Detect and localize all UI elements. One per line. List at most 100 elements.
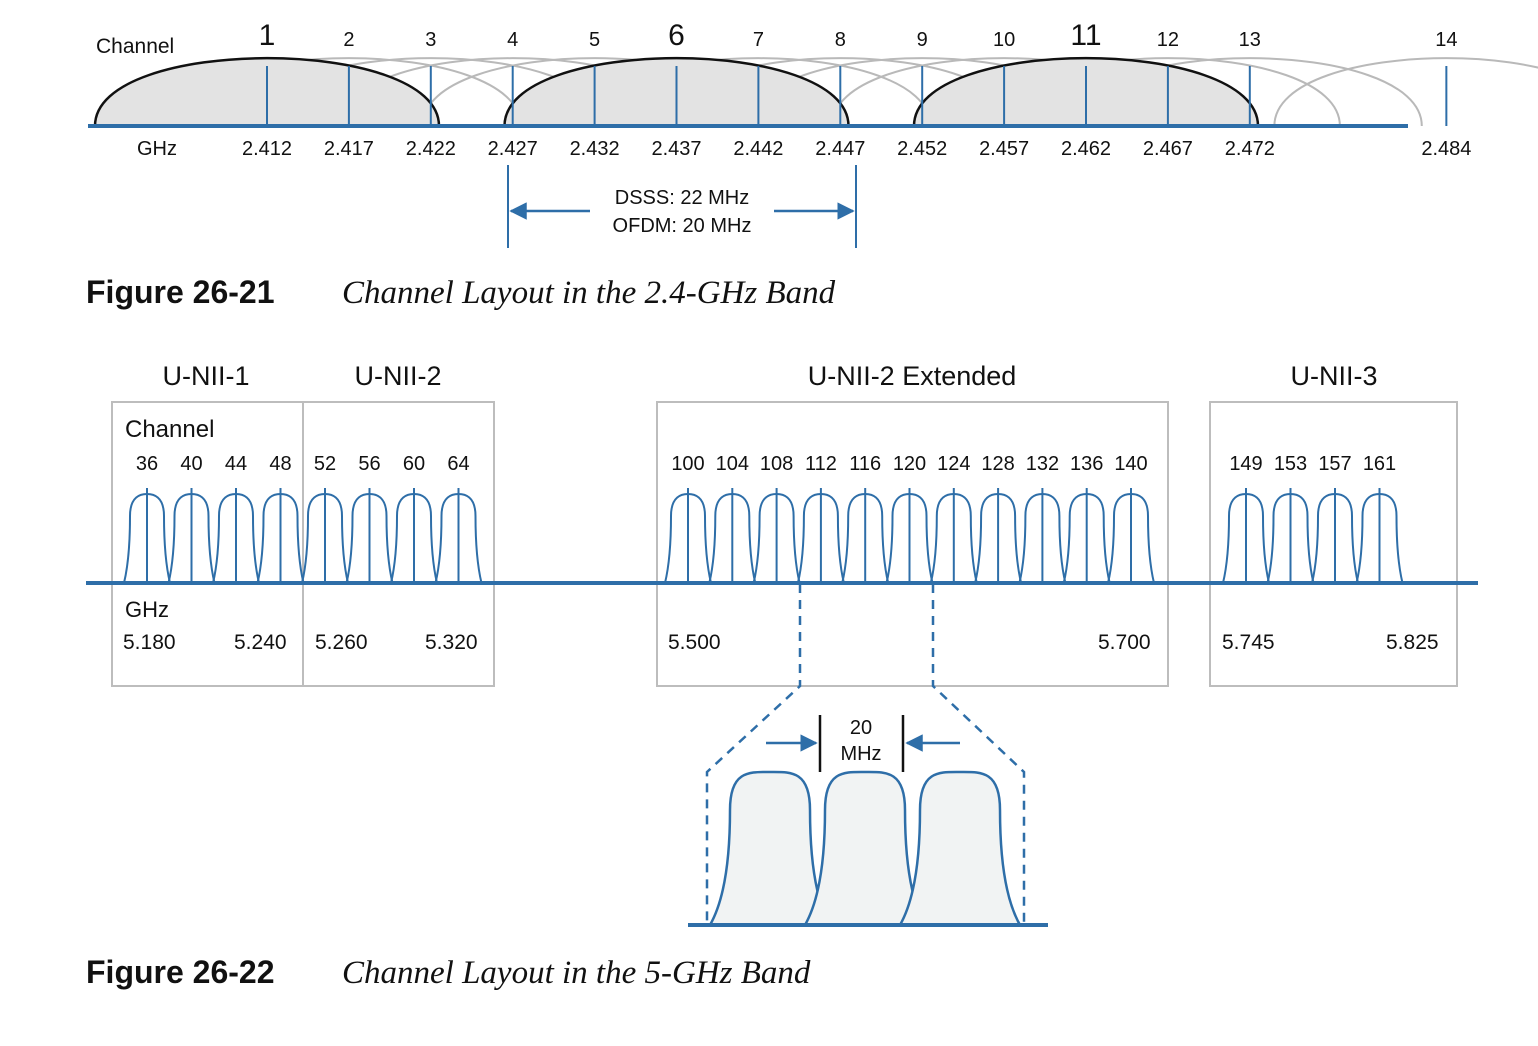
channel-1-number: 1 — [259, 19, 276, 52]
inset-pulse-center — [802, 770, 928, 927]
channel-number-labels: 36 40 44 48 52 56 60 64 100 104 108 112 116 120 124 128… — [136, 453, 1396, 475]
ghz-axis-label: GHz — [137, 138, 177, 160]
band-box-u-nii-3 — [1209, 401, 1458, 687]
band-name-u-nii-3: U-NII-3 — [1291, 361, 1378, 391]
ofdm-width-label: OFDM: 20 MHz — [613, 215, 752, 237]
freq-start-u-nii-3: 5.745 — [1222, 631, 1275, 654]
channel-108-number: 108 — [760, 453, 793, 475]
channel-161-number: 161 — [1363, 453, 1396, 475]
channel-10-number: 10 — [993, 29, 1015, 51]
channel-2-frequency: 2.417 — [324, 138, 374, 160]
channel-axis-label: Channel — [96, 35, 174, 58]
channel-3-frequency: 2.422 — [406, 138, 456, 160]
channel-112-number: 112 — [805, 453, 837, 475]
channel-9-frequency: 2.452 — [897, 138, 947, 160]
channel-row-label: Channel — [125, 416, 214, 443]
channel-1-frequency: 2.412 — [242, 138, 292, 160]
channel-56-pulse — [345, 488, 394, 584]
freq-end-u-nii-2: 5.320 — [425, 631, 478, 654]
channel-36-pulse — [123, 488, 171, 584]
channel-120-pulse — [885, 488, 934, 584]
channel-7-frequency: 2.442 — [733, 138, 783, 160]
dsss-width-label: DSSS: 22 MHz — [615, 187, 749, 209]
channel-5-frequency: 2.432 — [570, 138, 620, 160]
channel-width-inset: 20 MHz — [688, 715, 1048, 927]
channel-3-number: 3 — [425, 29, 436, 51]
channel-161-pulse — [1355, 488, 1404, 584]
channel-8-number: 8 — [835, 29, 846, 51]
channel-12-number: 12 — [1157, 29, 1179, 51]
channel-40-number: 40 — [180, 453, 202, 475]
channel-40-pulse — [167, 488, 216, 584]
channel-104-pulse — [708, 488, 757, 584]
channel-153-number: 153 — [1274, 453, 1307, 475]
channel-48-number: 48 — [269, 453, 291, 475]
freq-start-u-nii-1: 5.180 — [123, 631, 176, 654]
channel-9-number: 9 — [917, 29, 928, 51]
zoom-callout-lines — [705, 584, 1026, 922]
freq-start-u-nii-2: 5.260 — [315, 631, 368, 654]
channel-13-number: 13 — [1239, 29, 1261, 51]
channel-13-frequency: 2.472 — [1225, 138, 1275, 160]
channel-124-pulse — [929, 488, 978, 584]
channel-6-frequency: 2.437 — [651, 138, 701, 160]
channel-11-frequency: 2.462 — [1061, 138, 1111, 160]
channel-14-frequency: 2.484 — [1421, 138, 1471, 160]
channel-128-number: 128 — [981, 453, 1014, 475]
channel-136-pulse — [1062, 488, 1111, 584]
channel-60-pulse — [390, 488, 438, 584]
channel-120-number: 120 — [893, 453, 926, 475]
channel-140-number: 140 — [1114, 453, 1147, 475]
inset-width-unit: MHz — [840, 743, 881, 765]
channel-44-pulse — [212, 488, 260, 584]
channel-100-pulse — [664, 488, 712, 584]
inset-pulse-right — [897, 770, 1023, 927]
band-name-u-nii-2-extended: U-NII-2 Extended — [808, 361, 1017, 391]
channel-136-number: 136 — [1070, 453, 1103, 475]
channel-100-number: 100 — [671, 453, 704, 475]
channel-149-number: 149 — [1229, 453, 1262, 475]
channel-4-frequency: 2.427 — [488, 138, 538, 160]
band-box-u-nii-2-extended — [656, 401, 1169, 687]
channel-52-pulse — [301, 488, 349, 584]
channel-4-number: 4 — [507, 29, 518, 51]
freq-end-u-nii-3: 5.825 — [1386, 631, 1439, 654]
freq-end-u-nii-1: 5.240 — [234, 631, 287, 654]
channel-12-frequency: 2.467 — [1143, 138, 1193, 160]
channel-153-pulse — [1266, 488, 1315, 584]
band-name-u-nii-2: U-NII-2 — [355, 361, 442, 391]
channel-48-pulse — [256, 488, 305, 584]
figure-26-22-caption: Channel Layout in the 5-GHz Band — [342, 955, 811, 991]
inset-pulse-left — [707, 770, 833, 927]
channel-124-number: 124 — [937, 453, 970, 475]
channel-56-number: 56 — [358, 453, 380, 475]
channel-140-pulse — [1107, 488, 1155, 584]
channel-14-arc — [1273, 57, 1538, 127]
channel-11-number: 11 — [1070, 19, 1101, 52]
channel-pulses — [123, 488, 1404, 584]
channel-14-number: 14 — [1435, 29, 1457, 51]
channel-157-number: 157 — [1318, 453, 1351, 475]
channel-116-pulse — [841, 488, 890, 584]
figure-26-22-label: Figure 26-22 — [86, 954, 275, 990]
channel-132-number: 132 — [1026, 453, 1059, 475]
channel-64-number: 64 — [447, 453, 469, 475]
channel-149-pulse — [1222, 488, 1270, 584]
figure-26-21-caption: Channel Layout in the 2.4-GHz Band — [342, 275, 836, 311]
channel-5-number: 5 — [589, 29, 600, 51]
channel-7-number: 7 — [753, 29, 764, 51]
channel-36-number: 36 — [136, 453, 158, 475]
channel-10-frequency: 2.457 — [979, 138, 1029, 160]
freq-start-u-nii-2-extended: 5.500 — [668, 631, 721, 654]
channel-128-pulse — [974, 488, 1023, 584]
channel-2-number: 2 — [343, 29, 354, 51]
freq-end-u-nii-2-extended: 5.700 — [1098, 631, 1151, 654]
channel-center-ticks — [266, 66, 1448, 126]
channel-104-number: 104 — [716, 453, 749, 475]
figure-26-21-label: Figure 26-21 — [86, 274, 275, 310]
figure-26-22: U-NII-1 U-NII-2 U-NII-2 Extended U-NII-3… — [86, 361, 1478, 991]
figure-26-21: 1 2.412 2 2.417 3 2.422 4 2.427 5 2.432 6 2.437 7 2.4… — [86, 19, 1538, 311]
channel-60-number: 60 — [403, 453, 425, 475]
channel-112-pulse — [796, 488, 845, 584]
